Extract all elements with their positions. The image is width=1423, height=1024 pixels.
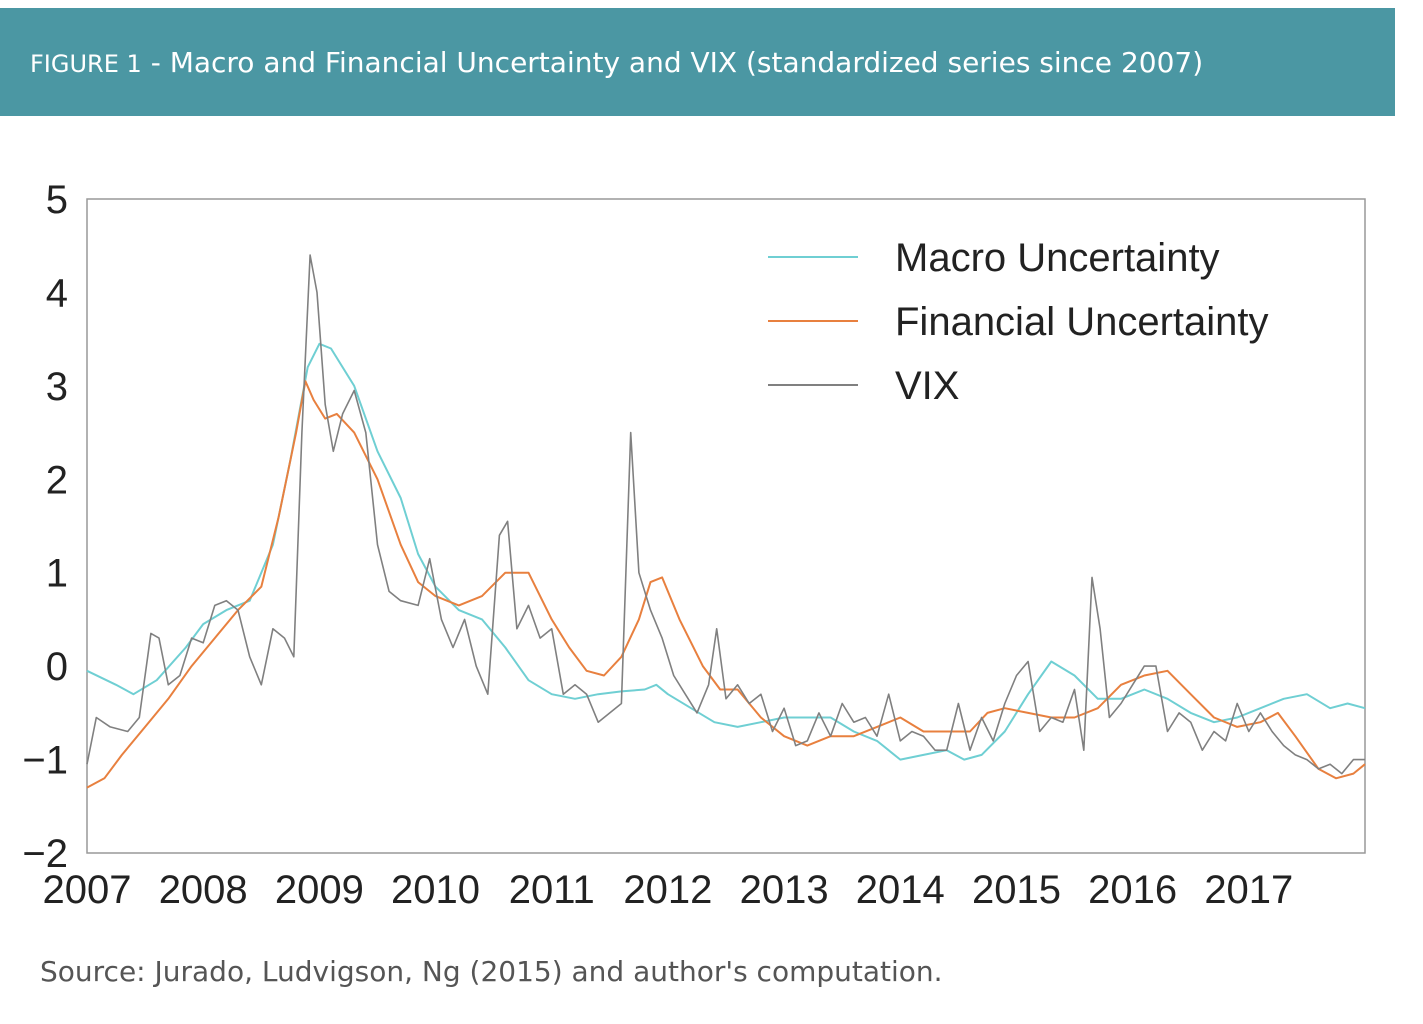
y-axis: 5 4 3 2 1 0 −1 −2 bbox=[22, 178, 68, 876]
x-tick-label: 2011 bbox=[509, 868, 595, 912]
x-tick-label: 2009 bbox=[275, 868, 364, 912]
plot-frame bbox=[86, 198, 1366, 854]
x-tick-label: 2010 bbox=[391, 868, 480, 912]
y-tick-label: −2 bbox=[22, 832, 68, 876]
x-tick-label: 2015 bbox=[972, 868, 1061, 912]
legend-label-vix: VIX bbox=[895, 364, 959, 408]
y-tick-label: 1 bbox=[46, 552, 68, 596]
x-axis: 2007 2008 2009 2010 2011 2012 2013 2014 2015 2016… bbox=[43, 868, 1294, 912]
source-note: Source: Jurado, Ludvigson, Ng (2015) and… bbox=[40, 955, 943, 988]
y-tick-label: 5 bbox=[46, 178, 68, 222]
y-tick-label: −1 bbox=[22, 739, 68, 783]
x-tick-label: 2016 bbox=[1088, 868, 1177, 912]
figure-banner: FIGURE 1 - Macro and Financial Uncertain… bbox=[0, 8, 1395, 116]
x-tick-label: 2013 bbox=[740, 868, 829, 912]
financial-uncertainty-line bbox=[86, 380, 1366, 789]
y-tick-label: 3 bbox=[46, 365, 68, 409]
figure-label: FIGURE 1 bbox=[30, 49, 142, 78]
legend: Macro Uncertainty Financial Uncertainty VI… bbox=[768, 236, 1269, 408]
x-tick-label: 2017 bbox=[1204, 868, 1293, 912]
figure-title: FIGURE 1 - Macro and Financial Uncertain… bbox=[0, 46, 1203, 79]
legend-label-financial-uncertainty: Financial Uncertainty bbox=[895, 300, 1269, 344]
legend-label-macro-uncertainty: Macro Uncertainty bbox=[895, 236, 1220, 280]
series-layer bbox=[86, 254, 1366, 789]
x-tick-label: 2007 bbox=[43, 868, 132, 912]
x-tick-label: 2014 bbox=[856, 868, 945, 912]
figure-title-text: Macro and Financial Uncertainty and VIX … bbox=[169, 45, 1204, 79]
title-separator: - bbox=[141, 45, 170, 79]
x-tick-label: 2012 bbox=[623, 868, 712, 912]
y-tick-label: 0 bbox=[46, 645, 68, 689]
y-tick-label: 2 bbox=[46, 458, 68, 502]
x-tick-label: 2008 bbox=[159, 868, 248, 912]
vix-line bbox=[86, 254, 1365, 775]
y-tick-label: 4 bbox=[46, 271, 68, 315]
